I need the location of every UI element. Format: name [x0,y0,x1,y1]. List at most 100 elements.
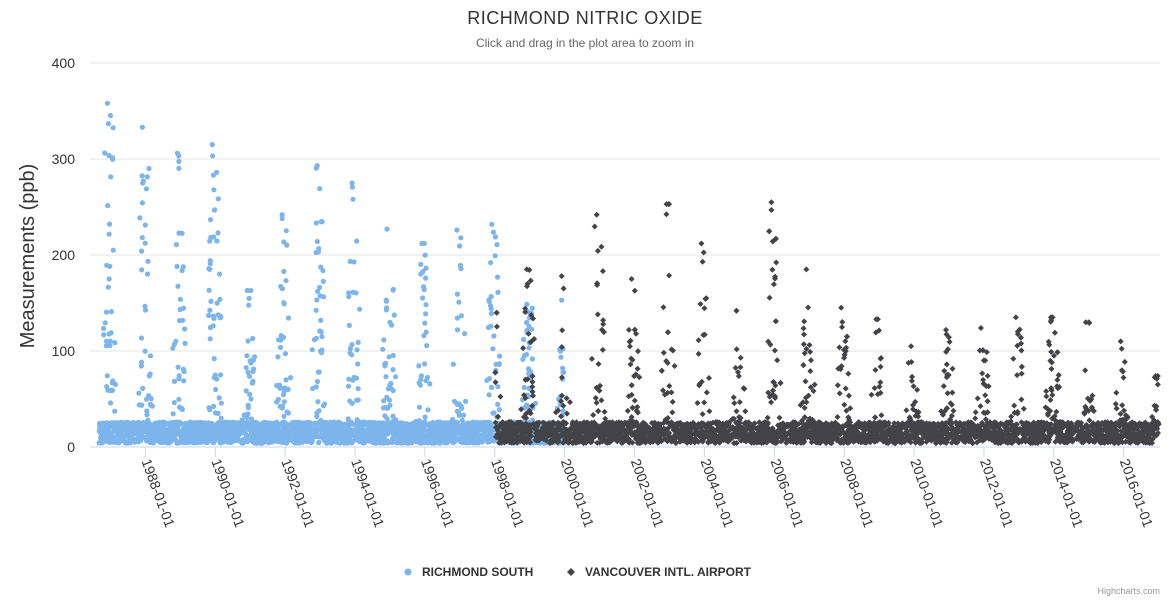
data-point [142,222,148,228]
data-point [423,302,429,308]
data-point [390,435,396,442]
data-point [277,344,284,350]
data-point [376,436,382,443]
data-point [314,238,320,245]
data-point [454,408,460,414]
data-point [388,386,394,392]
data-point [109,430,115,436]
data-point [107,112,113,119]
data-point [280,392,287,398]
data-point [456,299,462,305]
data-point [207,307,213,313]
data-point [316,369,322,375]
data-point [138,335,145,341]
data-point [182,326,188,332]
data-point [380,346,386,352]
data-point [246,295,252,301]
data-point [143,396,150,402]
data-point [448,425,454,431]
data-point [238,438,244,444]
data-point [275,354,281,360]
data-point [160,435,166,441]
data-point [206,405,212,411]
data-point [495,384,501,390]
data-point [274,399,280,405]
data-point [139,235,145,241]
data-point [131,422,137,429]
data-point [103,338,109,344]
data-point [346,432,352,438]
data-point [245,369,251,375]
data-point [458,426,464,432]
data-point-peak [279,212,285,218]
data-point [211,315,217,321]
data-point [265,420,271,426]
data-point [532,400,539,406]
data-point [198,420,204,426]
data-point [266,427,272,434]
data-point [275,426,281,432]
data-point [322,401,328,407]
data-point [243,432,249,438]
data-point [175,364,181,370]
data-point [560,369,566,375]
data-point [290,438,296,444]
data-point [399,430,405,436]
data-point-peak [174,150,180,156]
data-point [234,427,241,433]
plot-area[interactable] [96,100,1162,447]
data-point [173,338,179,344]
chart-subtitle: Click and drag in the plot area to zoom … [476,36,694,50]
data-point [229,438,236,444]
data-point [244,425,250,431]
data-point [144,174,150,180]
data-point [197,437,203,443]
data-point [99,440,105,446]
data-point [207,336,213,342]
data-point [424,374,431,380]
data-point [366,430,372,436]
data-point [560,408,566,414]
data-point [459,436,465,442]
data-point [459,405,465,411]
data-point [207,258,213,264]
data-point [422,414,428,420]
data-point [147,353,154,359]
data-point [314,378,321,385]
data-point [488,260,494,266]
data-point [152,430,158,437]
data-point [459,417,465,423]
data-point [149,403,155,409]
data-point [347,258,353,264]
data-point [191,425,197,431]
data-point [146,165,152,172]
data-point [526,345,532,351]
data-point [454,291,460,297]
data-point [486,297,492,303]
data-point [210,153,216,159]
data-point [174,426,181,432]
data-point [497,353,503,359]
data-point [391,312,397,318]
data-point [353,290,359,296]
data-point [328,439,334,445]
data-point [262,432,269,438]
data-point [138,363,144,369]
data-point [375,424,381,431]
data-point [224,427,230,433]
data-point [332,420,338,426]
data-point [456,412,462,418]
data-point [207,217,214,223]
data-point [175,283,181,289]
data-point [171,400,177,406]
data-point [191,420,197,426]
data-point [450,361,456,367]
data-point [214,238,220,244]
data-point [489,427,495,433]
data-point [524,319,530,326]
data-point [110,125,116,131]
data-point-peak [559,297,565,303]
data-point [355,386,361,392]
